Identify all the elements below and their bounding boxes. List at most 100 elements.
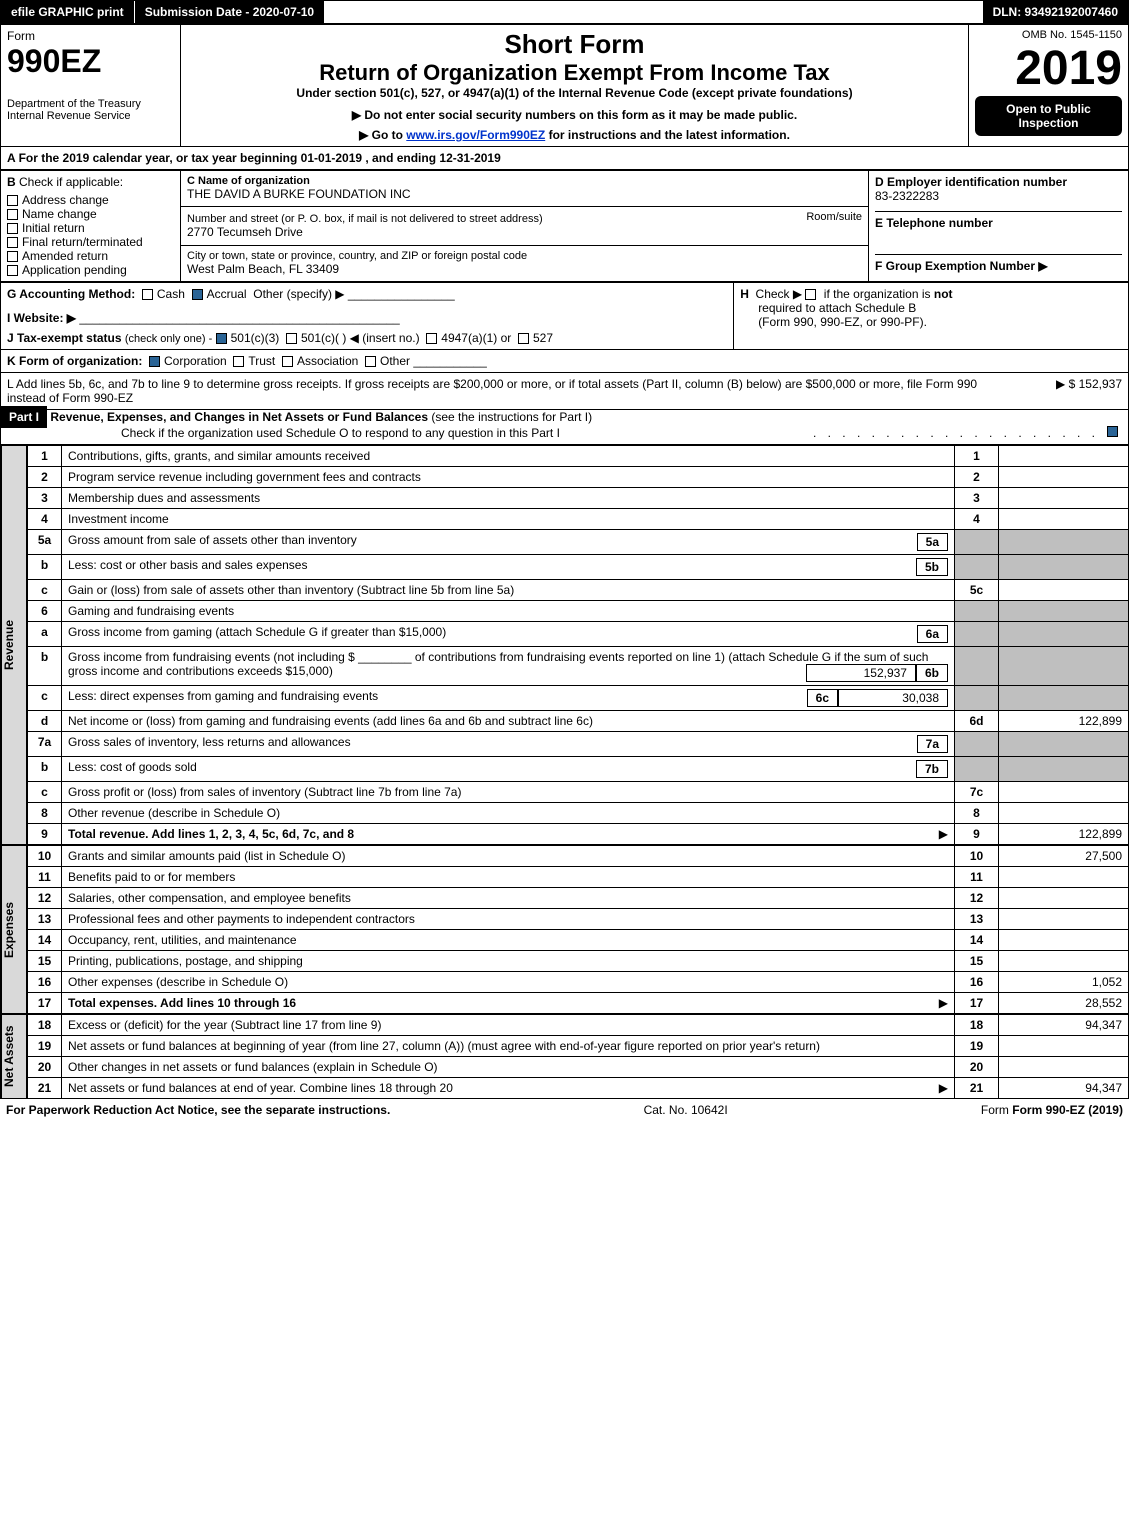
cb-cash[interactable] bbox=[142, 289, 153, 300]
cb-501c[interactable] bbox=[286, 333, 297, 344]
pra-notice: For Paperwork Reduction Act Notice, see … bbox=[6, 1103, 390, 1117]
line-19-box: 19 bbox=[955, 1036, 999, 1057]
line-7c-text: Gross profit or (loss) from sales of inv… bbox=[62, 782, 955, 803]
line-17: 17Total expenses. Add lines 10 through 1… bbox=[28, 993, 1129, 1014]
line-20-text: Other changes in net assets or fund bala… bbox=[62, 1057, 955, 1078]
line-7a-num: 7a bbox=[28, 732, 62, 757]
phone-value bbox=[875, 230, 1122, 246]
open-inspection: Open to Public Inspection bbox=[975, 96, 1122, 136]
g-cash: Cash bbox=[157, 287, 185, 301]
city-label: City or town, state or province, country… bbox=[187, 250, 862, 262]
cb-other-org[interactable] bbox=[365, 356, 376, 367]
cb-app-pending[interactable] bbox=[7, 265, 18, 276]
side-revenue: Revenue bbox=[1, 445, 27, 845]
cb-amended[interactable] bbox=[7, 251, 18, 262]
line-6a-shade2 bbox=[999, 622, 1129, 647]
cb-assoc[interactable] bbox=[282, 356, 293, 367]
line-6a-text: Gross income from gaming (attach Schedul… bbox=[68, 625, 446, 639]
line-1: 1Contributions, gifts, grants, and simil… bbox=[28, 446, 1129, 467]
line-13-box: 13 bbox=[955, 909, 999, 930]
line-6b-ibox: 6b bbox=[916, 664, 948, 682]
line-11-val bbox=[999, 867, 1129, 888]
k-b: Trust bbox=[248, 354, 275, 368]
line-2-text: Program service revenue including govern… bbox=[62, 467, 955, 488]
cb-4947[interactable] bbox=[426, 333, 437, 344]
netassets-table: 18Excess or (deficit) for the year (Subt… bbox=[27, 1014, 1129, 1099]
l-text: L Add lines 5b, 6c, and 7b to line 9 to … bbox=[7, 377, 982, 405]
line-6b-shade2 bbox=[999, 647, 1129, 686]
line-18-val: 94,347 bbox=[999, 1015, 1129, 1036]
part1-instr: (see the instructions for Part I) bbox=[431, 410, 592, 424]
cb-address-change[interactable] bbox=[7, 195, 18, 206]
j-label: J Tax-exempt status bbox=[7, 331, 122, 345]
k-d: Other bbox=[380, 354, 410, 368]
line-7b-num: b bbox=[28, 757, 62, 782]
line-6-text: Gaming and fundraising events bbox=[62, 601, 955, 622]
street-value: 2770 Tecumseh Drive bbox=[187, 225, 862, 239]
line-12: 12Salaries, other compensation, and empl… bbox=[28, 888, 1129, 909]
i-label: I Website: ▶ bbox=[7, 311, 76, 325]
part1-label: Part I bbox=[1, 406, 47, 428]
line-6b-text: Gross income from fundraising events (no… bbox=[62, 647, 955, 686]
line-14-text: Occupancy, rent, utilities, and maintena… bbox=[62, 930, 955, 951]
line-17-box: 17 bbox=[955, 993, 999, 1014]
line-6: 6Gaming and fundraising events bbox=[28, 601, 1129, 622]
line-5c-val bbox=[999, 580, 1129, 601]
line-7c-box: 7c bbox=[955, 782, 999, 803]
link-post: for instructions and the latest informat… bbox=[545, 128, 790, 142]
gh-block: G Accounting Method: Cash Accrual Other … bbox=[0, 282, 1129, 350]
efile-print-button[interactable]: efile GRAPHIC print bbox=[1, 1, 135, 23]
line-17-num: 17 bbox=[28, 993, 62, 1014]
line-5b-shade2 bbox=[999, 555, 1129, 580]
line-12-text: Salaries, other compensation, and employ… bbox=[62, 888, 955, 909]
line-16-num: 16 bbox=[28, 972, 62, 993]
line-21-box: 21 bbox=[955, 1078, 999, 1099]
line-18-box: 18 bbox=[955, 1015, 999, 1036]
cb-accrual[interactable] bbox=[192, 289, 203, 300]
line-1-box: 1 bbox=[955, 446, 999, 467]
k-a: Corporation bbox=[164, 354, 227, 368]
g-other: Other (specify) ▶ bbox=[253, 287, 344, 301]
cb-schedule-o[interactable] bbox=[1107, 426, 1118, 437]
form-number: 990EZ bbox=[7, 43, 174, 80]
line-20-box: 20 bbox=[955, 1057, 999, 1078]
form-ref: Form Form 990-EZ (2019) bbox=[981, 1103, 1123, 1117]
cb-name-change[interactable] bbox=[7, 209, 18, 220]
line-9-arrow: ▶ bbox=[939, 827, 948, 841]
cb-527[interactable] bbox=[518, 333, 529, 344]
j-d: 527 bbox=[533, 331, 553, 345]
line-9-box: 9 bbox=[955, 824, 999, 845]
line-15-val bbox=[999, 951, 1129, 972]
instructions-link[interactable]: www.irs.gov/Form990EZ bbox=[406, 128, 545, 142]
line-19-val bbox=[999, 1036, 1129, 1057]
line-a-text: A bbox=[7, 151, 19, 165]
line-6a: aGross income from gaming (attach Schedu… bbox=[28, 622, 1129, 647]
line-4-text: Investment income bbox=[62, 509, 955, 530]
cb-trust[interactable] bbox=[233, 356, 244, 367]
line-9: 9Total revenue. Add lines 1, 2, 3, 4, 5c… bbox=[28, 824, 1129, 845]
h-not: not bbox=[934, 287, 953, 301]
line-10: 10Grants and similar amounts paid (list … bbox=[28, 846, 1129, 867]
cb-501c3[interactable] bbox=[216, 333, 227, 344]
b-item-3: Final return/terminated bbox=[22, 235, 143, 249]
line-13-num: 13 bbox=[28, 909, 62, 930]
d-label: D Employer identification number bbox=[875, 175, 1122, 189]
line-2-box: 2 bbox=[955, 467, 999, 488]
j-b2: ◀ (insert no.) bbox=[350, 331, 420, 345]
line-6-shade bbox=[955, 601, 999, 622]
cat-no: Cat. No. 10642I bbox=[644, 1103, 728, 1117]
room-label: Room/suite bbox=[806, 211, 862, 223]
cb-final-return[interactable] bbox=[7, 237, 18, 248]
expenses-table: 10Grants and similar amounts paid (list … bbox=[27, 845, 1129, 1014]
cb-initial-return[interactable] bbox=[7, 223, 18, 234]
line-6b-num: b bbox=[28, 647, 62, 686]
line-5b-text: Less: cost or other basis and sales expe… bbox=[68, 558, 307, 572]
tax-year: 2019 bbox=[975, 41, 1122, 96]
line-5a: 5aGross amount from sale of assets other… bbox=[28, 530, 1129, 555]
cb-corp[interactable] bbox=[149, 356, 160, 367]
line-5a-text: Gross amount from sale of assets other t… bbox=[68, 533, 357, 547]
cb-schedule-b[interactable] bbox=[805, 289, 816, 300]
line-21-val: 94,347 bbox=[999, 1078, 1129, 1099]
c-name-label: C Name of organization bbox=[187, 175, 862, 187]
line-15: 15Printing, publications, postage, and s… bbox=[28, 951, 1129, 972]
